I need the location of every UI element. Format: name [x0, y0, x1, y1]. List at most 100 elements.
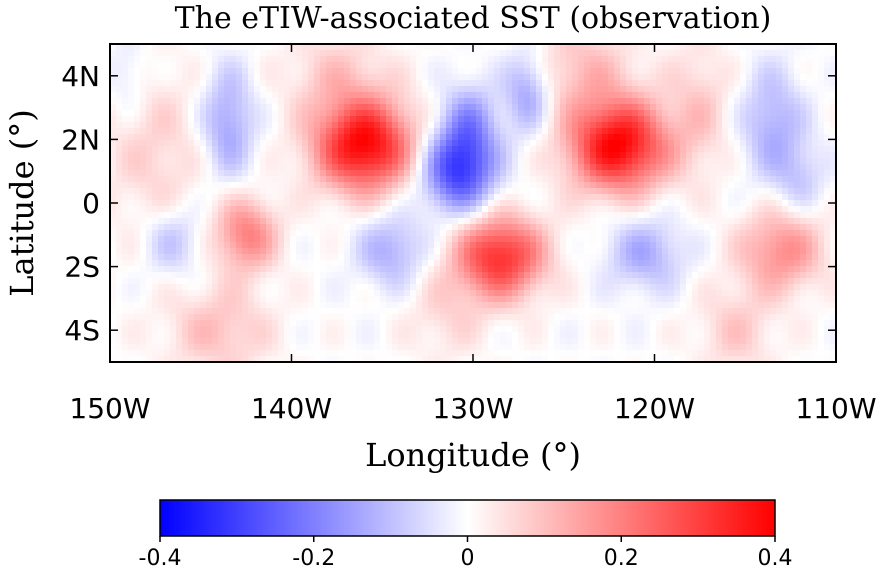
heatmap-cell — [422, 104, 429, 111]
heatmap-cell — [236, 194, 243, 201]
heatmap-cell — [146, 62, 153, 69]
heatmap-cell — [644, 290, 651, 297]
heatmap-cell — [170, 344, 177, 351]
heatmap-cell — [518, 44, 525, 51]
heatmap-cell — [338, 146, 345, 153]
heatmap-cell — [458, 296, 465, 303]
heatmap-cell — [608, 92, 615, 99]
heatmap-cell — [284, 296, 291, 303]
heatmap-cell — [176, 152, 183, 159]
heatmap-cell — [488, 128, 495, 135]
heatmap-cell — [464, 116, 471, 123]
heatmap-cell — [146, 86, 153, 93]
heatmap-cell — [578, 218, 585, 225]
heatmap-cell — [494, 254, 501, 261]
heatmap-cell — [350, 200, 357, 207]
heatmap-cell — [554, 122, 561, 129]
heatmap-cell — [458, 302, 465, 309]
heatmap-cell — [464, 320, 471, 327]
heatmap-cell — [560, 80, 567, 87]
heatmap-cell — [404, 296, 411, 303]
heatmap-cell — [668, 74, 675, 81]
heatmap-cell — [188, 86, 195, 93]
heatmap-cell — [302, 68, 309, 75]
heatmap-cell — [452, 194, 459, 201]
heatmap-cell — [350, 290, 357, 297]
heatmap-cell — [302, 248, 309, 255]
heatmap-cell — [452, 320, 459, 327]
heatmap-cell — [386, 224, 393, 231]
heatmap-cell — [416, 326, 423, 333]
heatmap-cell — [482, 68, 489, 75]
heatmap-cell — [488, 326, 495, 333]
heatmap-cell — [452, 314, 459, 321]
heatmap-cell — [218, 338, 225, 345]
heatmap-cell — [482, 218, 489, 225]
heatmap-cell — [212, 122, 219, 129]
heatmap-cell — [464, 278, 471, 285]
heatmap-cell — [470, 146, 477, 153]
heatmap-cell — [212, 254, 219, 261]
heatmap-cell — [638, 284, 645, 291]
heatmap-cell — [578, 326, 585, 333]
heatmap-cell — [386, 272, 393, 279]
heatmap-cell — [590, 86, 597, 93]
heatmap-cell — [236, 290, 243, 297]
heatmap-cell — [644, 278, 651, 285]
heatmap-cell — [668, 194, 675, 201]
heatmap-cell — [662, 308, 669, 315]
heatmap-cell — [518, 272, 525, 279]
heatmap-cell — [248, 146, 255, 153]
heatmap-cell — [128, 284, 135, 291]
heatmap-cell — [530, 248, 537, 255]
heatmap-cell — [326, 230, 333, 237]
heatmap-cell — [368, 74, 375, 81]
heatmap-cell — [632, 332, 639, 339]
heatmap-cell — [404, 50, 411, 57]
heatmap-cell — [272, 296, 279, 303]
heatmap-cell — [164, 338, 171, 345]
heatmap-cell — [644, 152, 651, 159]
heatmap-cell — [308, 110, 315, 117]
heatmap-cell — [626, 74, 633, 81]
heatmap-cell — [236, 56, 243, 63]
heatmap-cell — [434, 296, 441, 303]
heatmap-cell — [338, 158, 345, 165]
heatmap-cell — [236, 176, 243, 183]
heatmap-cell — [152, 332, 159, 339]
heatmap-cell — [278, 296, 285, 303]
heatmap-cell — [416, 194, 423, 201]
heatmap-cell — [416, 68, 423, 75]
heatmap-cell — [278, 122, 285, 129]
heatmap-cell — [386, 350, 393, 357]
heatmap-cell — [170, 314, 177, 321]
heatmap-cell — [116, 230, 123, 237]
heatmap-cell — [116, 260, 123, 267]
heatmap-cell — [242, 170, 249, 177]
heatmap-cell — [512, 68, 519, 75]
heatmap-cell — [470, 56, 477, 63]
heatmap-cell — [140, 44, 147, 51]
heatmap-cell — [338, 308, 345, 315]
heatmap-cell — [548, 266, 555, 273]
heatmap-cell — [626, 284, 633, 291]
heatmap-cell — [344, 302, 351, 309]
heatmap-cell — [140, 302, 147, 309]
heatmap-cell — [122, 284, 129, 291]
heatmap-cell — [644, 266, 651, 273]
heatmap-cell — [344, 278, 351, 285]
heatmap-cell — [176, 176, 183, 183]
heatmap-cell — [122, 308, 129, 315]
heatmap-cell — [386, 146, 393, 153]
heatmap-cell — [122, 278, 129, 285]
heatmap-cell — [212, 182, 219, 189]
heatmap-cell — [470, 308, 477, 315]
heatmap-cell — [230, 248, 237, 255]
heatmap-cell — [656, 80, 663, 87]
heatmap-cell — [164, 44, 171, 51]
heatmap-cell — [638, 344, 645, 351]
heatmap-cell — [152, 56, 159, 63]
heatmap-cell — [536, 206, 543, 213]
heatmap-cell — [176, 200, 183, 207]
heatmap-cell — [194, 116, 201, 123]
